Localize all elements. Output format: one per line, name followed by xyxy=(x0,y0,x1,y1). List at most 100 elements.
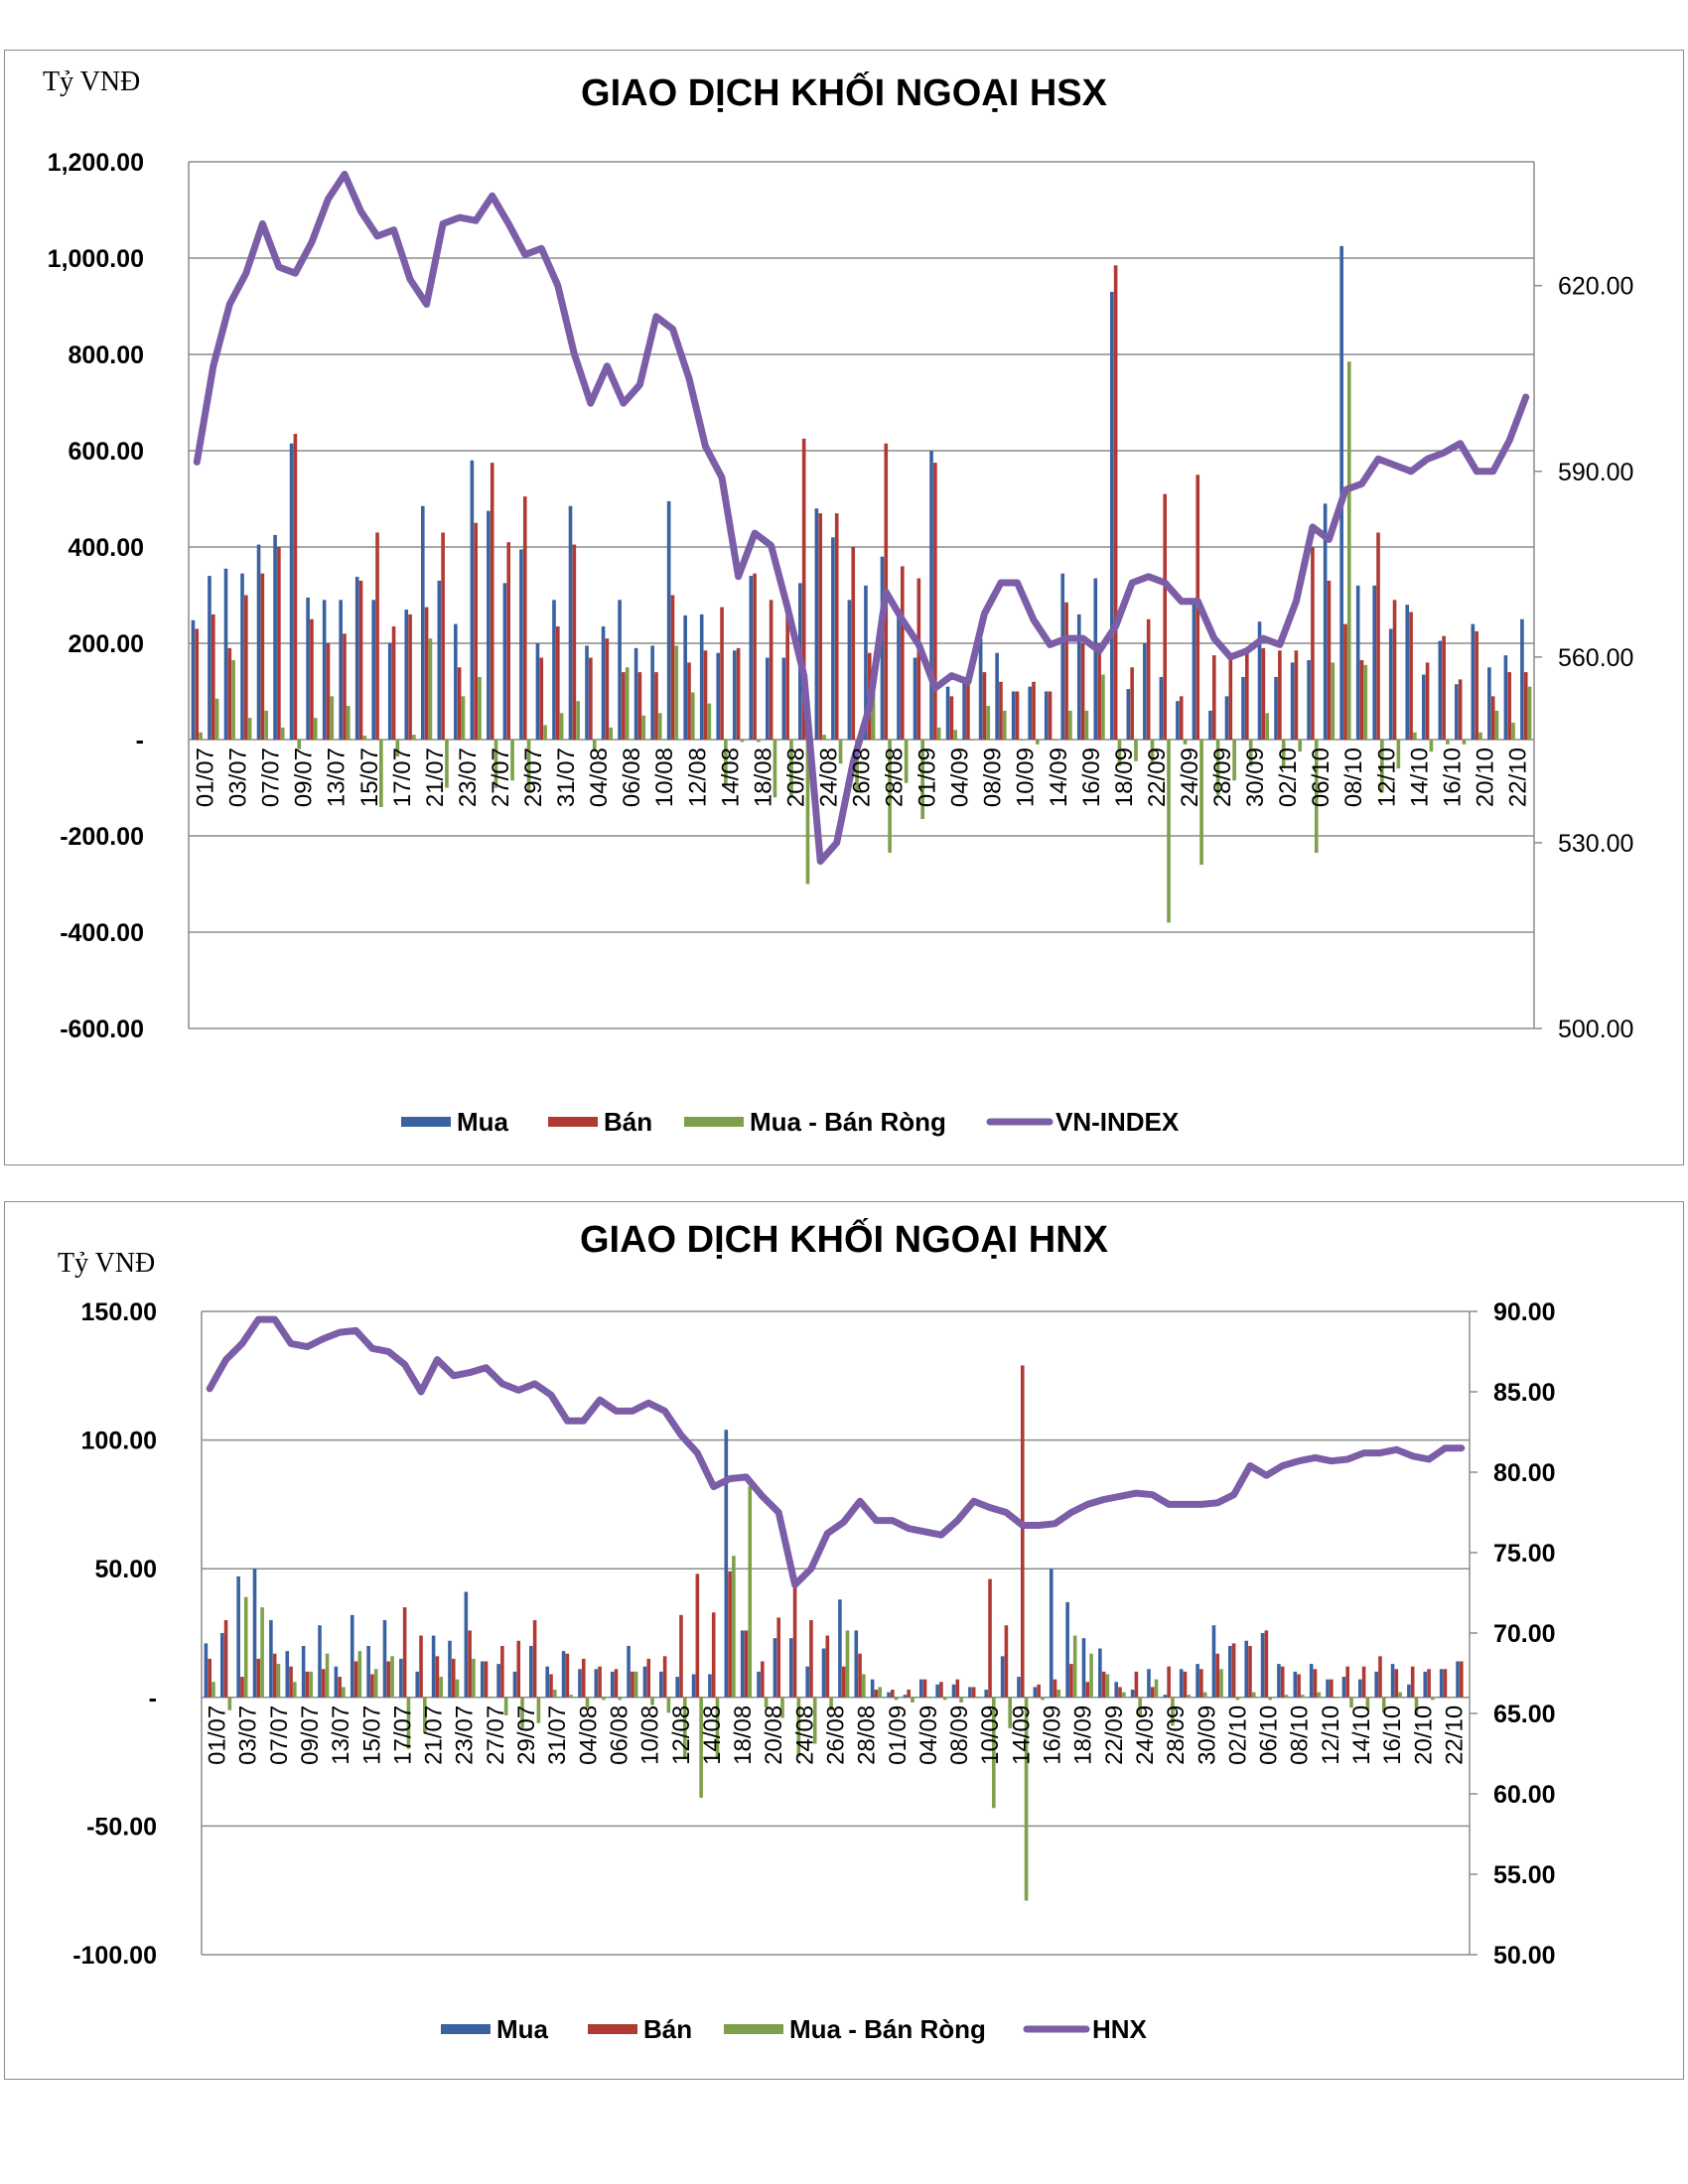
hsx-bar-ban xyxy=(1113,265,1118,740)
hsx-bar-mua xyxy=(1438,640,1443,740)
hsx-bar-rong xyxy=(280,727,285,740)
hsx-bar-rong xyxy=(1298,740,1303,752)
hnx-bar-rong xyxy=(309,1671,313,1698)
hnx-y-tick-label: -50.00 xyxy=(86,1813,157,1841)
hsx-bar-mua xyxy=(1323,503,1328,740)
hnx-bar-ban xyxy=(240,1677,244,1698)
hsx-y2-tick-label: 620.00 xyxy=(1558,273,1633,301)
hsx-bar-mua xyxy=(749,576,754,740)
hsx-bar-rong xyxy=(1478,732,1482,740)
hnx-bar-rong xyxy=(1105,1674,1110,1698)
hsx-x-tick-label: 28/08 xyxy=(882,748,909,807)
hsx-bar-mua xyxy=(404,610,409,740)
hsx-y-tick-label: 1,200.00 xyxy=(48,149,144,177)
hnx-bar-rong xyxy=(1235,1697,1240,1701)
hsx-x-tick-label: 27/07 xyxy=(488,748,514,807)
hnx-x-tick-label: 02/10 xyxy=(1224,1706,1251,1765)
hnx-bar-mua xyxy=(431,1635,436,1698)
hnx-bar-mua xyxy=(1114,1682,1119,1698)
hsx-bar-rong xyxy=(313,718,318,740)
hsx-bar-ban xyxy=(703,650,708,740)
hnx-bar-mua xyxy=(1179,1669,1184,1698)
hsx-bar-mua xyxy=(831,537,835,740)
hnx-bar-rong xyxy=(325,1653,330,1698)
hsx-bar-ban xyxy=(605,638,610,740)
hnx-bar-rong xyxy=(243,1596,248,1698)
hsx-bar-mua xyxy=(1159,676,1164,740)
hnx-x-tick-label: 16/09 xyxy=(1040,1706,1066,1765)
hnx-x-tick-label: 28/09 xyxy=(1163,1706,1190,1765)
hnx-x-tick-label: 17/07 xyxy=(389,1706,416,1765)
hnx-bar-ban xyxy=(1297,1674,1301,1698)
hsx-bar-ban xyxy=(637,672,642,740)
hnx-bar-mua xyxy=(627,1645,631,1698)
hsx-bar-rong xyxy=(1002,710,1007,740)
hnx-bar-mua xyxy=(350,1614,354,1698)
hnx-legend-label: Bán xyxy=(643,2014,692,2044)
hnx-bar-ban xyxy=(679,1614,683,1698)
hnx-bar-mua xyxy=(318,1625,322,1698)
hnx-bar-rong xyxy=(618,1697,623,1701)
hsx-y-tick-label: 400.00 xyxy=(69,534,144,562)
hsx-bar-ban xyxy=(1458,679,1463,740)
hsx-bar-rong xyxy=(1052,740,1056,741)
hsx-bar-ban xyxy=(244,595,248,740)
hnx-bar-mua xyxy=(935,1684,939,1698)
hnx-bar-mua xyxy=(529,1645,533,1698)
hsx-bar-ban xyxy=(195,628,200,740)
hnx-bar-ban xyxy=(646,1658,651,1698)
hnx-x-tick-label: 18/09 xyxy=(1070,1706,1097,1765)
hsx-bar-ban xyxy=(539,657,544,740)
hnx-bar-mua xyxy=(870,1679,875,1698)
hnx-bar-rong xyxy=(439,1677,443,1698)
hsx-bar-rong xyxy=(1232,740,1236,781)
hnx-x-tick-label: 10/09 xyxy=(977,1706,1004,1765)
hsx-bar-ban xyxy=(277,547,281,740)
hnx-bar-mua xyxy=(740,1630,745,1698)
hnx-y2-tick-label: 50.00 xyxy=(1493,1942,1556,1970)
hsx-x-tick-label: 08/10 xyxy=(1340,748,1367,807)
hsx-bar-ban xyxy=(900,566,905,740)
hsx-bar-rong xyxy=(247,718,252,740)
hsx-y2-tick-label: 560.00 xyxy=(1558,644,1633,672)
hsx-bar-mua xyxy=(223,568,228,740)
hsx-bar-ban xyxy=(343,633,347,740)
hnx-x-tick-label: 08/09 xyxy=(946,1706,973,1765)
hsx-x-tick-label: 13/07 xyxy=(324,748,351,807)
hsx-bar-ban xyxy=(1442,635,1446,740)
hsx-bar-mua xyxy=(1455,684,1459,740)
hsx-bar-rong xyxy=(231,659,235,740)
hnx-bar-ban xyxy=(565,1653,570,1698)
hnx-bar-rong xyxy=(1072,1635,1077,1698)
hnx-x-tick-label: 24/08 xyxy=(791,1706,818,1765)
hnx-x-tick-label: 14/09 xyxy=(1008,1706,1035,1765)
hsx-bar-rong xyxy=(1084,710,1089,740)
hnx-bar-rong xyxy=(862,1674,866,1698)
hnx-bar-ban xyxy=(451,1658,456,1698)
hnx-bar-rong xyxy=(602,1697,606,1701)
hsx-x-tick-label: 12/08 xyxy=(684,748,711,807)
hnx-bar-rong xyxy=(911,1697,914,1703)
hsx-bar-mua xyxy=(683,614,687,740)
hsx-bar-rong xyxy=(789,740,793,798)
hnx-bar-rong xyxy=(1414,1697,1419,1715)
hsx-bar-mua xyxy=(470,460,475,740)
hsx-bar-rong xyxy=(412,735,416,740)
hnx-bar-mua xyxy=(757,1671,761,1698)
hsx-bar-rong xyxy=(1068,710,1072,740)
hsx-bar-ban xyxy=(358,580,363,740)
hsx-bar-mua xyxy=(716,652,721,740)
hsx-x-tick-label: 22/09 xyxy=(1144,748,1171,807)
hnx-bar-mua xyxy=(1163,1695,1168,1698)
hsx-bar-rong xyxy=(740,740,745,743)
hsx-bar-mua xyxy=(289,443,294,740)
hsx-bar-mua xyxy=(978,638,983,740)
hnx-bar-ban xyxy=(858,1653,862,1698)
hsx-bar-rong xyxy=(330,696,335,740)
hnx-bar-rong xyxy=(276,1664,281,1698)
hsx-bar-rong xyxy=(724,740,728,786)
hnx-bar-rong xyxy=(373,1669,378,1698)
hsx-bar-rong xyxy=(1413,732,1417,740)
hsx-bar-rong xyxy=(346,706,351,740)
hnx-bar-ban xyxy=(1069,1664,1073,1698)
